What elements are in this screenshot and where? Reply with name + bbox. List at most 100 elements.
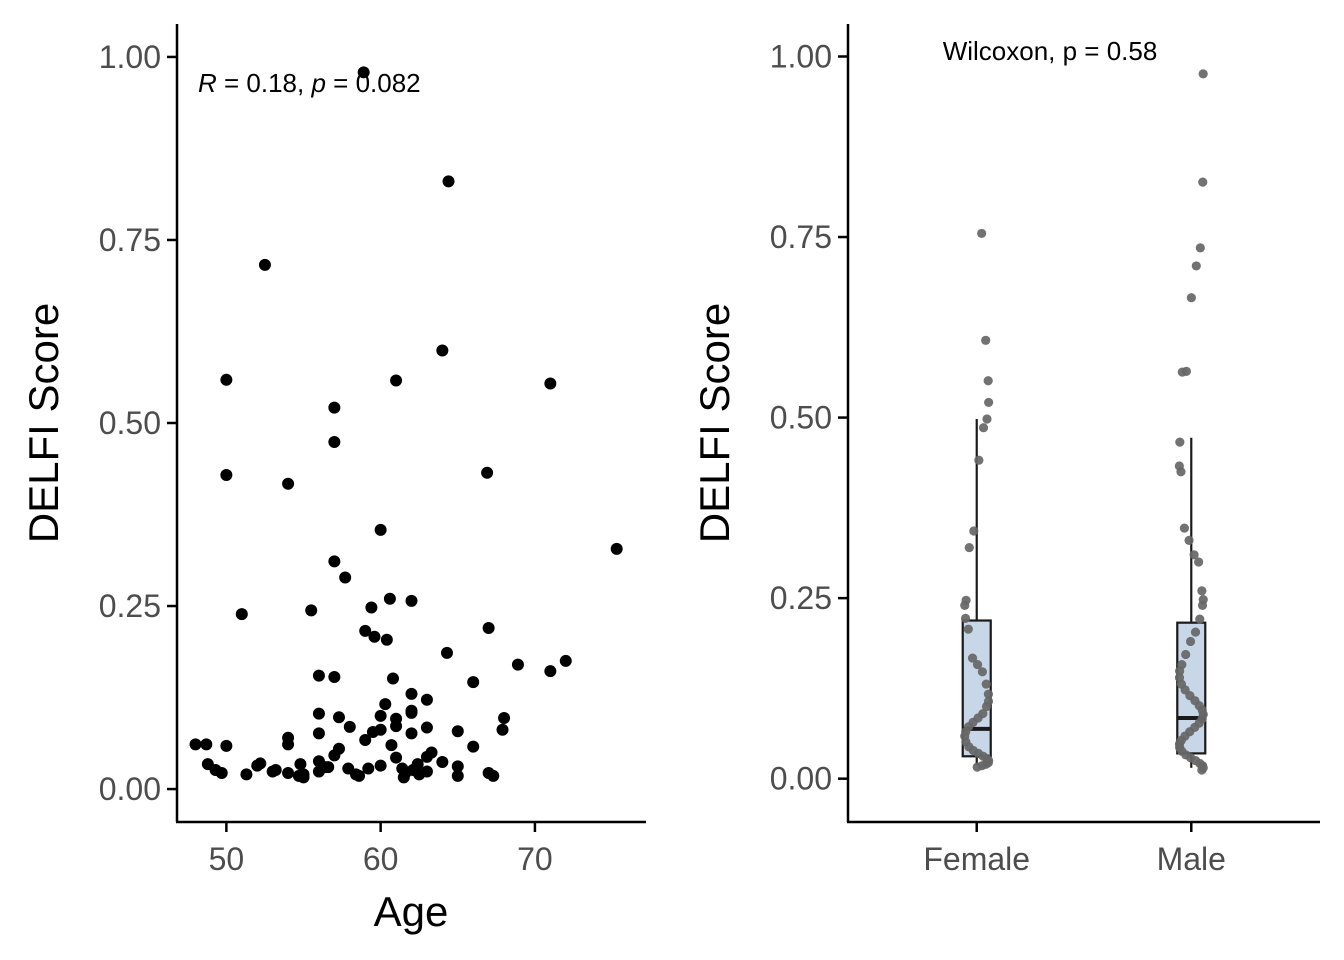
- jitter-point: [1195, 243, 1205, 253]
- right-boxplots: [961, 419, 1207, 768]
- jitter-point: [984, 397, 994, 408]
- scatter-point: [482, 621, 495, 634]
- scatter-point: [390, 374, 403, 387]
- scatter-point: [359, 734, 372, 747]
- jitter-point: [981, 335, 991, 345]
- jitter-point: [969, 526, 979, 536]
- scatter-point: [374, 723, 387, 736]
- scatter-point: [312, 707, 325, 720]
- scatter-point: [496, 723, 509, 736]
- scatter-point: [235, 608, 248, 621]
- left-x-tick-label: 50: [209, 841, 245, 877]
- scatter-point: [498, 712, 511, 725]
- scatter-point: [405, 594, 418, 607]
- scatter-point: [425, 746, 438, 759]
- left-y-axis-title: DELFI Score: [20, 303, 67, 543]
- scatter-point: [374, 709, 387, 722]
- jitter-point: [1191, 261, 1201, 271]
- scatter-point: [328, 401, 341, 414]
- scatter-point: [405, 727, 418, 740]
- jitter-point: [983, 689, 994, 699]
- jitter-point: [1181, 649, 1191, 660]
- jitter-point: [1197, 765, 1207, 775]
- left-scatter-panel: 0.00 0.25 0.50 0.75 1.00 50 60 70 R = 0.18, p =…: [20, 24, 646, 935]
- scatter-point: [610, 542, 623, 555]
- scatter-point: [467, 676, 480, 689]
- scatter-point: [559, 654, 572, 667]
- scatter-point: [362, 762, 375, 775]
- scatter-point: [254, 757, 267, 770]
- jitter-point: [960, 613, 971, 623]
- left-y-tick-label: 1.00: [99, 39, 161, 75]
- scatter-point: [282, 731, 295, 744]
- scatter-point: [390, 751, 403, 764]
- scatter-point: [322, 761, 335, 774]
- jitter-point: [1175, 437, 1185, 447]
- jitter-point: [1175, 666, 1185, 676]
- jitter-point: [977, 667, 987, 677]
- scatter-point: [544, 665, 557, 678]
- scatter-point: [451, 760, 464, 773]
- left-axis-ticks: 0.00 0.25 0.50 0.75 1.00 50 60 70: [99, 39, 553, 877]
- scatter-point: [481, 466, 494, 479]
- jitter-point: [1179, 523, 1190, 533]
- scatter-point: [374, 523, 387, 536]
- scatter-point: [258, 258, 271, 271]
- scatter-point: [385, 739, 398, 752]
- jitter-point: [1185, 636, 1196, 647]
- scatter-point: [357, 66, 370, 79]
- jitter-point: [964, 542, 974, 553]
- scatter-point: [240, 768, 253, 781]
- jitter-point: [1198, 177, 1208, 187]
- scatter-point: [297, 768, 310, 781]
- scatter-point: [420, 693, 433, 706]
- right-y-tick-label: 1.00: [770, 38, 832, 74]
- scatter-point: [332, 742, 345, 755]
- scatter-point: [405, 706, 418, 719]
- left-scatter-points: [189, 66, 623, 784]
- scatter-point: [451, 725, 464, 738]
- left-x-tick-label: 60: [363, 841, 399, 877]
- scatter-point: [436, 344, 449, 357]
- left-x-tick-label: 70: [517, 841, 553, 877]
- scatter-point: [220, 373, 233, 386]
- jitter-point: [983, 376, 993, 386]
- jitter-point: [981, 701, 992, 712]
- jitter-point: [963, 624, 973, 634]
- scatter-point: [390, 720, 403, 733]
- jitter-point: [1194, 557, 1204, 567]
- scatter-point: [220, 739, 233, 752]
- jitter-point: [1190, 627, 1201, 637]
- scatter-point: [328, 436, 341, 449]
- jitter-point: [1186, 293, 1196, 303]
- jitter-point: [981, 679, 991, 689]
- jitter-point: [972, 762, 982, 772]
- scatter-point: [436, 755, 449, 768]
- scatter-point: [380, 633, 393, 646]
- jitter-point: [1177, 367, 1187, 377]
- scatter-point: [343, 720, 356, 733]
- scatter-point: [379, 698, 392, 711]
- scatter-point: [359, 624, 372, 637]
- jitter-point: [960, 600, 970, 610]
- right-x-tick-label: Male: [1157, 841, 1226, 877]
- jitter-point: [1184, 535, 1194, 545]
- jitter-point: [1195, 614, 1205, 624]
- right-y-tick-label: 0.25: [770, 580, 832, 616]
- right-y-axis-title: DELFI Score: [691, 303, 738, 543]
- left-y-tick-label: 0.75: [99, 222, 161, 258]
- scatter-point: [411, 758, 424, 771]
- scatter-point: [282, 477, 295, 490]
- scatter-point: [305, 604, 318, 617]
- left-y-tick-label: 0.00: [99, 771, 161, 807]
- scatter-point: [442, 175, 455, 188]
- scatter-point: [365, 601, 378, 614]
- scatter-point: [339, 571, 352, 584]
- scatter-point: [383, 592, 396, 605]
- scatter-point: [200, 738, 213, 751]
- left-correlation-annotation: R = 0.18, p = 0.082: [198, 68, 421, 98]
- scatter-point: [405, 687, 418, 700]
- left-y-tick-label: 0.50: [99, 405, 161, 441]
- scatter-point: [282, 766, 295, 779]
